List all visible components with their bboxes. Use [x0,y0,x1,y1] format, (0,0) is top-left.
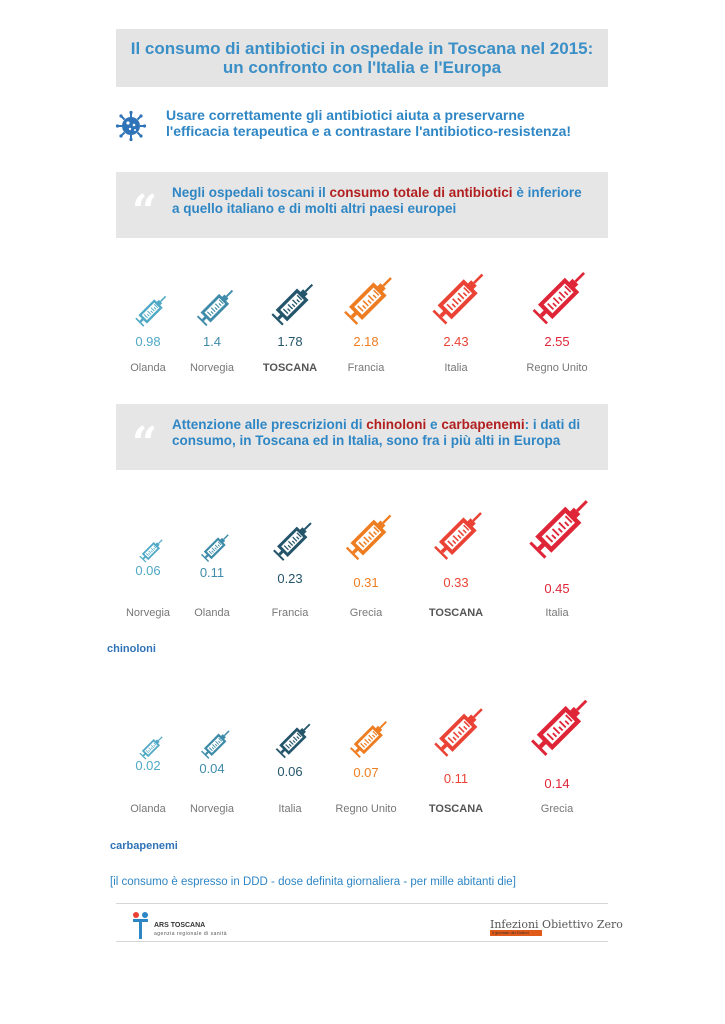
consumption-value: 0.45 [544,581,570,596]
consumption-value: 1.78 [277,334,303,349]
syringe-icon [339,268,401,330]
syringe-icon [523,489,599,565]
quote-text-part: è inferiore a quello italiano e di molti… [172,185,582,216]
syringe-icon [527,262,595,330]
io-logo-title: Infezioni Obiettivo Zero [490,918,623,931]
syringe-icon [346,714,394,762]
title-line-1: Il consumo di antibiotici in ospedale in… [130,39,594,58]
ars-logo-icon [133,912,148,939]
title-line-2: un confronto con l'Italia e l'Europa [222,58,502,77]
quote-highlight: consumo totale di antibiotici [329,185,513,200]
country-label: Olanda [130,803,166,815]
consumption-value: 2.43 [443,334,469,349]
country-label: Norvegia [125,607,171,619]
quote-text-classes: Attenzione alle prescrizioni di chinolon… [172,417,592,449]
syringe-icon [132,290,172,330]
country-label: TOSCANA [428,607,484,619]
syringe-icon [198,725,235,762]
consumption-value: 0.11 [199,565,225,580]
syringe-icon [269,515,319,565]
country-label: Regno Unito [335,803,397,815]
quote-text-part: Attenzione alle prescrizioni di [172,417,367,432]
syringe-icon [137,535,167,565]
intro-line-2: l'efficacia terapeutica e a contrastare … [166,123,572,139]
consumption-value: 0.07 [353,765,379,780]
country-label: Norvegia [189,803,235,815]
country-label: Olanda [194,607,230,619]
quote-mark: “ [132,186,158,237]
syringe-icon [272,717,317,762]
quote-text-part: Negli ospedali toscani il [172,185,330,200]
consumption-value: 2.55 [544,334,570,349]
consumption-value: 0.11 [443,771,469,786]
quote-mark: “ [132,418,158,469]
country-label: Francia [271,607,309,619]
footer-divider [116,941,608,942]
consumption-value: 0.23 [277,571,303,586]
consumption-value: 0.02 [135,758,161,773]
quote-highlight: carbapenemi [441,417,525,432]
country-label: Francia [347,362,385,374]
unit-note: [il consumo è espresso in DDD - dose def… [110,876,516,888]
syringe-icon [341,506,400,565]
syringe-icon [429,503,491,565]
consumption-value: 0.06 [277,764,303,779]
country-label: Italia [278,803,302,815]
syringe-icon [267,276,321,330]
syringe-icon [137,732,167,762]
country-label: Grecia [349,607,383,619]
consumption-value: 1.4 [202,334,222,349]
group-label-carbapenemi: carbapenemi [110,840,178,852]
group-label-chinoloni: chinoloni [107,643,156,655]
title-banner: Il consumo di antibiotici in ospedale in… [116,29,608,87]
consumption-value: 0.14 [544,776,570,791]
io-logo-subtitle: Il giornale dei Dottori [490,930,542,936]
virus-icon [115,110,147,142]
ars-subtitle: agenzia regionale di sanità [154,931,227,937]
quote-box-classes: “ Attenzione alle prescrizioni di chinol… [116,404,608,470]
quote-box-total: “ Negli ospedali toscani il consumo tota… [116,172,608,238]
country-label: Norvegia [189,362,235,374]
consumption-value: 2.18 [353,334,379,349]
intro-text: Usare correttamente gli antibiotici aiut… [166,107,606,139]
country-label: Olanda [130,362,166,374]
country-label: Regno Unito [526,362,588,374]
syringe-icon [198,529,234,565]
syringe-icon [429,699,492,762]
consumption-value: 0.04 [199,761,225,776]
country-label: Italia [444,362,468,374]
consumption-value: 0.33 [443,575,469,590]
syringe-icon [427,264,493,330]
consumption-value: 0.06 [135,563,161,578]
quote-text-part: e [426,417,442,432]
country-label: TOSCANA [428,803,484,815]
quote-highlight: chinoloni [366,417,427,432]
quote-text-total: Negli ospedali toscani il consumo totale… [172,185,592,217]
country-label: Italia [545,607,569,619]
ars-name: ARS TOSCANA [154,922,206,929]
country-label: TOSCANA [262,362,318,374]
syringe-icon [193,283,240,330]
syringe-icon [525,689,598,762]
consumption-value: 0.31 [353,575,379,590]
footer-divider [116,903,608,904]
consumption-value: 0.98 [135,334,161,349]
quote-text-part: : i dati di consumo, in Toscana ed in It… [172,417,581,448]
country-label: Grecia [540,803,574,815]
intro-line-1: Usare correttamente gli antibiotici aiut… [166,107,525,123]
